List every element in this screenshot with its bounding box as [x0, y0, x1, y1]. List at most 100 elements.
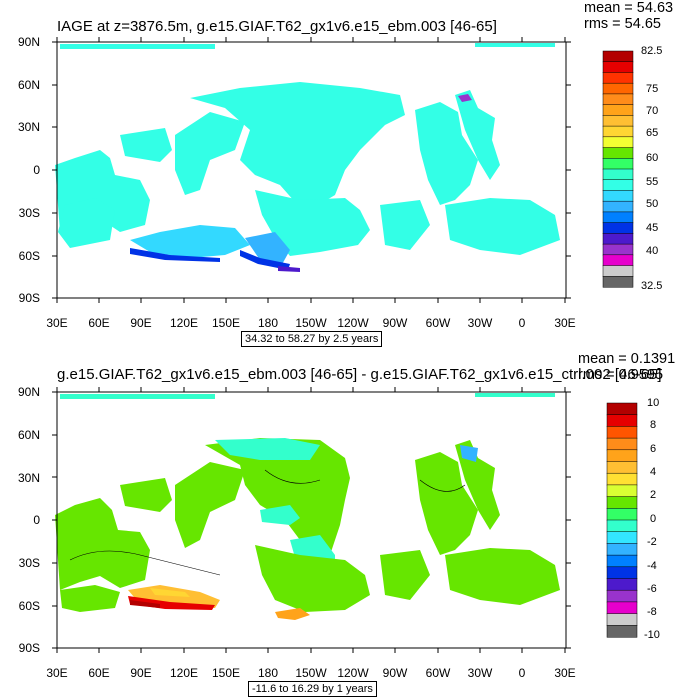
- colorbar-swatch: [606, 461, 638, 474]
- panel1-colorbar-label: 60: [646, 152, 659, 164]
- colorbar-swatch: [602, 179, 634, 192]
- panel1-lon-label: 0: [518, 316, 526, 330]
- colorbar-swatch: [602, 276, 634, 288]
- colorbar-swatch: [602, 72, 634, 84]
- panel2-lon-label: 30E: [46, 666, 68, 680]
- panel1-colorbar-label: 40: [646, 245, 659, 257]
- panel2-lon-label: 90E: [130, 666, 152, 680]
- panel1-lon-label: 180: [257, 316, 279, 330]
- colorbar-swatch: [606, 519, 638, 533]
- panel2-lon-label: 180: [257, 666, 279, 680]
- panel2-lon-label: 150E: [211, 666, 241, 680]
- colorbar-swatch: [602, 158, 634, 170]
- colorbar-swatch: [602, 125, 634, 138]
- panel2-rms: rms = 0.9595: [578, 367, 664, 383]
- colorbar-swatch: [602, 61, 634, 74]
- panel2-colorbar-label: 8: [650, 419, 657, 431]
- panel2-title: g.e15.GIAF.T62_gx1v6.e15_ebm.003 [46-65]…: [57, 366, 662, 383]
- colorbar-swatch: [606, 449, 638, 463]
- colorbar-swatch: [602, 115, 634, 127]
- colorbar-swatch: [602, 190, 634, 202]
- panel1-lon-label: 120E: [169, 316, 199, 330]
- panel1-rms: rms = 54.65: [584, 16, 661, 32]
- panel1-map: [55, 43, 560, 272]
- panel1-colorbar: [602, 50, 634, 288]
- colorbar-swatch: [602, 136, 634, 149]
- colorbar-swatch: [602, 50, 634, 63]
- panel2-colorbar-label: 4: [650, 466, 657, 478]
- panel2-colorbar-label: -10: [644, 629, 660, 641]
- panel1-lon-label: 150W: [295, 316, 327, 330]
- colorbar-swatch: [606, 402, 638, 416]
- panel2-map: [55, 393, 560, 620]
- colorbar-swatch: [606, 589, 638, 603]
- panel2-lon-label: 0: [518, 666, 526, 680]
- colorbar-swatch: [602, 233, 634, 245]
- panel1-title: IAGE at z=3876.5m, g.e15.GIAF.T62_gx1v6.…: [57, 18, 497, 35]
- panel2-lat-label: 90N: [17, 385, 40, 399]
- colorbar-swatch: [606, 578, 638, 591]
- panel1-lon-label: 60E: [88, 316, 110, 330]
- panel2-lon-label: 120E: [169, 666, 199, 680]
- colorbar-swatch: [606, 496, 638, 509]
- panel1-lon-label: 120W: [337, 316, 369, 330]
- panel1-colorbar-label: 82.5: [641, 45, 663, 57]
- panel1-colorbar-label: 75: [646, 83, 659, 95]
- colorbar-swatch: [602, 211, 634, 224]
- panel1-range-label: 34.32 to 58.27 by 2.5 years: [241, 331, 383, 347]
- panel2-colorbar-label: -6: [647, 583, 657, 595]
- panel2-lat-label: 0: [33, 513, 40, 527]
- colorbar-swatch: [606, 414, 638, 427]
- colorbar-swatch: [606, 508, 638, 521]
- panel1-lon-label: 30W: [467, 316, 493, 330]
- panel1-colorbar-label: 70: [646, 105, 659, 117]
- colorbar-swatch: [606, 613, 638, 626]
- panel2-mean: mean = 0.1391: [578, 351, 676, 367]
- panel2-colorbar-label: -8: [647, 606, 657, 618]
- panel2-lon-label: 60E: [88, 666, 110, 680]
- panel2-lon-label: 60W: [425, 666, 451, 680]
- panel1-frame: [52, 37, 571, 303]
- panel2-colorbar: [606, 402, 638, 638]
- panel1-lat-label: 30S: [18, 206, 40, 220]
- panel1-lon-label: 150E: [211, 316, 241, 330]
- colorbar-swatch: [602, 147, 634, 159]
- panel1-lat-label: 60N: [17, 78, 40, 92]
- panel1-lon-label: 90E: [130, 316, 152, 330]
- colorbar-swatch: [606, 601, 638, 615]
- panel2-colorbar-label: 2: [650, 489, 657, 501]
- panel2-lon-label: 150W: [295, 666, 327, 680]
- panel2-frame: [52, 387, 571, 653]
- colorbar-swatch: [606, 554, 638, 568]
- colorbar-swatch: [602, 93, 634, 106]
- panel2-lat-label: 30N: [17, 471, 40, 485]
- panel1-mean: mean = 54.63: [584, 0, 674, 16]
- panel1-lon-label: 60W: [425, 316, 451, 330]
- panel2-lon-label: 120W: [337, 666, 369, 680]
- colorbar-swatch: [602, 82, 634, 95]
- panel1-lat-label: 90S: [18, 291, 40, 305]
- panel2-colorbar-label: 6: [650, 443, 657, 455]
- panel2-colorbar-label: 10: [647, 397, 660, 409]
- panel1-colorbar-label: 65: [646, 127, 659, 139]
- colorbar-swatch: [606, 484, 638, 498]
- panel2-range-label: -11.6 to 16.29 by 1 years: [248, 681, 377, 697]
- colorbar-swatch: [602, 168, 634, 181]
- colorbar-swatch: [606, 531, 638, 544]
- colorbar-swatch: [606, 543, 638, 556]
- colorbar-swatch: [602, 200, 634, 213]
- panel2-lat-label: 60N: [17, 428, 40, 442]
- panel2-colorbar-label: 0: [650, 513, 657, 525]
- colorbar-swatch: [602, 243, 634, 256]
- panel1-lat-label: 30N: [17, 120, 40, 134]
- panel1-colorbar-label: 32.5: [641, 280, 663, 292]
- colorbar-swatch: [606, 426, 638, 439]
- panel1-lat-label: 0: [33, 163, 40, 177]
- panel1-colorbar-label: 45: [646, 222, 659, 234]
- colorbar-swatch: [602, 265, 634, 277]
- colorbar-swatch: [606, 566, 638, 580]
- colorbar-swatch: [606, 625, 638, 638]
- colorbar-swatch: [602, 222, 634, 234]
- panel1-colorbar-label: 55: [646, 176, 659, 188]
